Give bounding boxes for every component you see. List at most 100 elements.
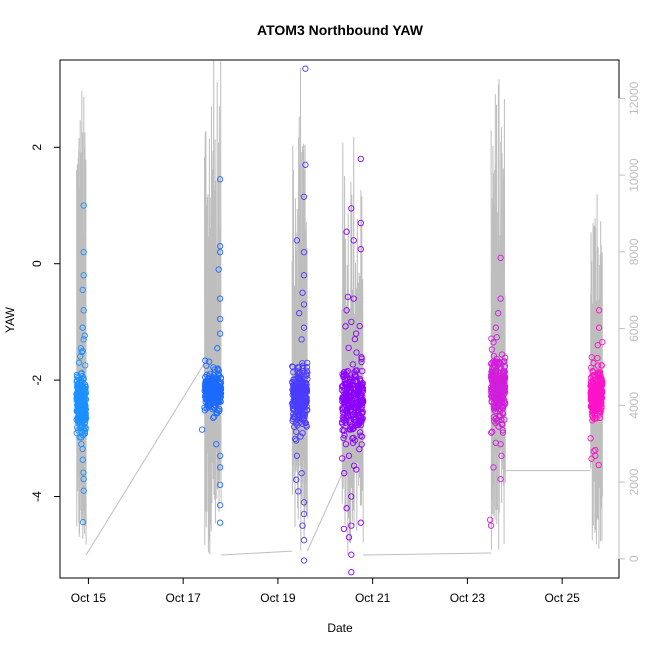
data-point	[205, 397, 213, 404]
data-point	[216, 315, 224, 323]
x-tick-label: Oct 21	[355, 591, 391, 605]
data-point	[79, 519, 87, 526]
data-point	[79, 431, 87, 439]
data-point	[488, 393, 495, 400]
data-point	[300, 272, 308, 279]
secondary-line-connector	[363, 552, 492, 556]
data-point	[587, 435, 594, 442]
data-point	[214, 345, 221, 352]
data-point	[290, 368, 297, 376]
data-point	[82, 406, 89, 413]
data-point	[79, 324, 86, 331]
data-point	[349, 401, 356, 408]
data-point	[76, 434, 83, 441]
data-point	[293, 452, 301, 459]
data-point	[497, 475, 504, 483]
data-point	[492, 324, 499, 331]
data-point	[347, 406, 354, 414]
data-point	[79, 347, 86, 355]
data-point	[492, 368, 499, 375]
data-point	[490, 464, 497, 471]
data-point	[490, 392, 497, 400]
data-point	[202, 357, 209, 364]
data-point	[73, 371, 81, 379]
data-point	[346, 419, 353, 426]
data-point	[213, 399, 220, 406]
data-point	[593, 388, 600, 395]
data-point	[215, 266, 222, 273]
data-point	[491, 371, 498, 378]
data-point	[289, 378, 296, 386]
data-point	[492, 407, 499, 415]
data-point	[589, 409, 596, 416]
data-point	[290, 397, 298, 404]
data-point	[211, 366, 218, 373]
data-point	[216, 176, 224, 183]
data-point	[357, 377, 364, 385]
y-tick-label: -2	[30, 374, 44, 385]
data-point	[501, 364, 508, 371]
data-point	[589, 406, 596, 414]
data-point	[599, 338, 606, 346]
data-point	[300, 537, 308, 544]
data-point	[300, 301, 308, 308]
data-point	[350, 295, 357, 302]
data-point	[78, 348, 85, 356]
data-point	[216, 243, 224, 250]
data-point	[351, 390, 358, 397]
data-point	[588, 455, 595, 462]
data-point	[357, 219, 364, 227]
data-point	[348, 522, 355, 529]
data-point	[589, 373, 596, 380]
data-point	[80, 202, 87, 209]
data-point	[216, 330, 224, 337]
data-point	[209, 388, 217, 396]
data-point	[293, 437, 300, 444]
data-point	[353, 421, 360, 428]
data-point	[351, 410, 358, 417]
y2-tick-label: 6000	[627, 315, 641, 342]
data-point	[76, 400, 83, 407]
data-point	[297, 433, 304, 440]
x-tick-label: Oct 25	[544, 591, 580, 605]
data-point	[353, 418, 360, 425]
data-point	[345, 452, 353, 459]
data-point	[298, 470, 305, 477]
data-point	[339, 427, 346, 434]
data-point	[293, 476, 300, 483]
data-point	[304, 359, 311, 367]
x-tick-label: Oct 17	[165, 591, 201, 605]
secondary-line-segment	[204, 59, 222, 555]
secondary-line-connector	[221, 550, 293, 556]
data-point	[357, 155, 364, 163]
data-point	[216, 464, 224, 471]
data-point	[82, 389, 90, 397]
data-point	[79, 286, 86, 294]
data-point	[301, 412, 309, 419]
data-point	[594, 362, 601, 369]
data-point	[302, 161, 309, 168]
data-point	[217, 386, 224, 393]
data-point	[302, 65, 309, 72]
data-point	[594, 377, 601, 385]
data-point	[338, 418, 346, 426]
data-point	[593, 414, 600, 422]
data-point	[80, 475, 87, 483]
data-point	[339, 382, 347, 389]
data-point	[348, 569, 355, 576]
data-point	[502, 374, 509, 381]
data-point	[80, 336, 87, 343]
y-axis-title: YAW	[3, 306, 17, 333]
x-tick-label: Oct 15	[71, 591, 107, 605]
plot-frame	[59, 59, 620, 579]
data-point	[341, 395, 348, 402]
data-point	[350, 462, 358, 469]
data-point	[300, 324, 308, 331]
x-tick-label: Oct 23	[450, 591, 486, 605]
data-point	[75, 359, 83, 366]
data-point	[590, 371, 597, 379]
y-axis-left: -4 -2 0 2	[30, 144, 61, 502]
data-point	[299, 289, 306, 296]
data-point	[353, 367, 361, 374]
data-point	[345, 534, 353, 541]
